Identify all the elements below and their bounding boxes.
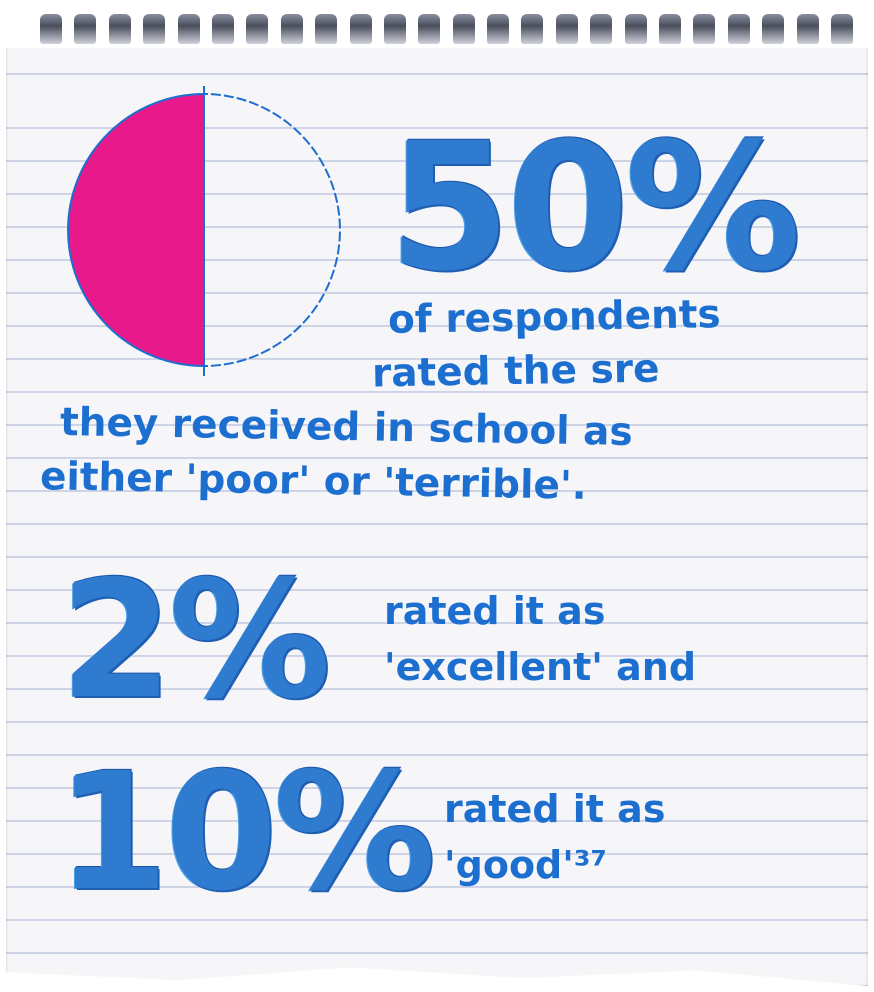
spiral-hole <box>487 14 510 44</box>
spiral-hole <box>383 14 406 44</box>
spiral-hole <box>830 14 853 44</box>
stat-text-line-4: either 'poor' or 'terrible'. <box>39 454 588 509</box>
spiral-hole <box>555 14 578 44</box>
pie-chart <box>67 86 341 376</box>
stat-text-line-2: rated the sre <box>371 346 660 397</box>
stat2-text-line-2: 'excellent' and <box>384 645 697 689</box>
spiral-hole <box>349 14 372 44</box>
stat3-text-line-2: 'good'³⁷ <box>444 843 608 887</box>
spiral-hole <box>177 14 200 44</box>
stat3-text-line-1: rated it as <box>444 787 666 831</box>
spiral-hole <box>143 14 166 44</box>
spiral-hole <box>590 14 613 44</box>
stat-10-percent: 10% <box>56 739 436 927</box>
spiral-hole <box>74 14 97 44</box>
stat-text-line-1: of respondents <box>387 292 722 343</box>
spiral-hole <box>246 14 269 44</box>
spiral-hole <box>659 14 682 44</box>
spiral-hole <box>108 14 131 44</box>
pie-slice-0 <box>67 92 205 368</box>
spiral-hole <box>521 14 544 44</box>
spiral-hole <box>762 14 785 44</box>
spiral-hole <box>693 14 716 44</box>
spiral-hole <box>796 14 819 44</box>
spiral-hole <box>40 14 62 44</box>
spiral-hole <box>211 14 234 44</box>
spiral-hole <box>727 14 750 44</box>
pie-slice-1 <box>203 92 341 368</box>
spiral-hole <box>452 14 475 44</box>
stat-50-percent: 50% <box>388 105 801 310</box>
stat-text-line-3: they received in school as <box>59 400 634 455</box>
stat2-text-line-1: rated it as <box>384 589 606 633</box>
spiral-hole <box>315 14 338 44</box>
spiral-hole <box>280 14 303 44</box>
spiral-hole <box>624 14 647 44</box>
stat-2-percent: 2% <box>60 547 331 735</box>
spiral-hole <box>418 14 441 44</box>
spiral-torn-edge <box>40 14 870 50</box>
